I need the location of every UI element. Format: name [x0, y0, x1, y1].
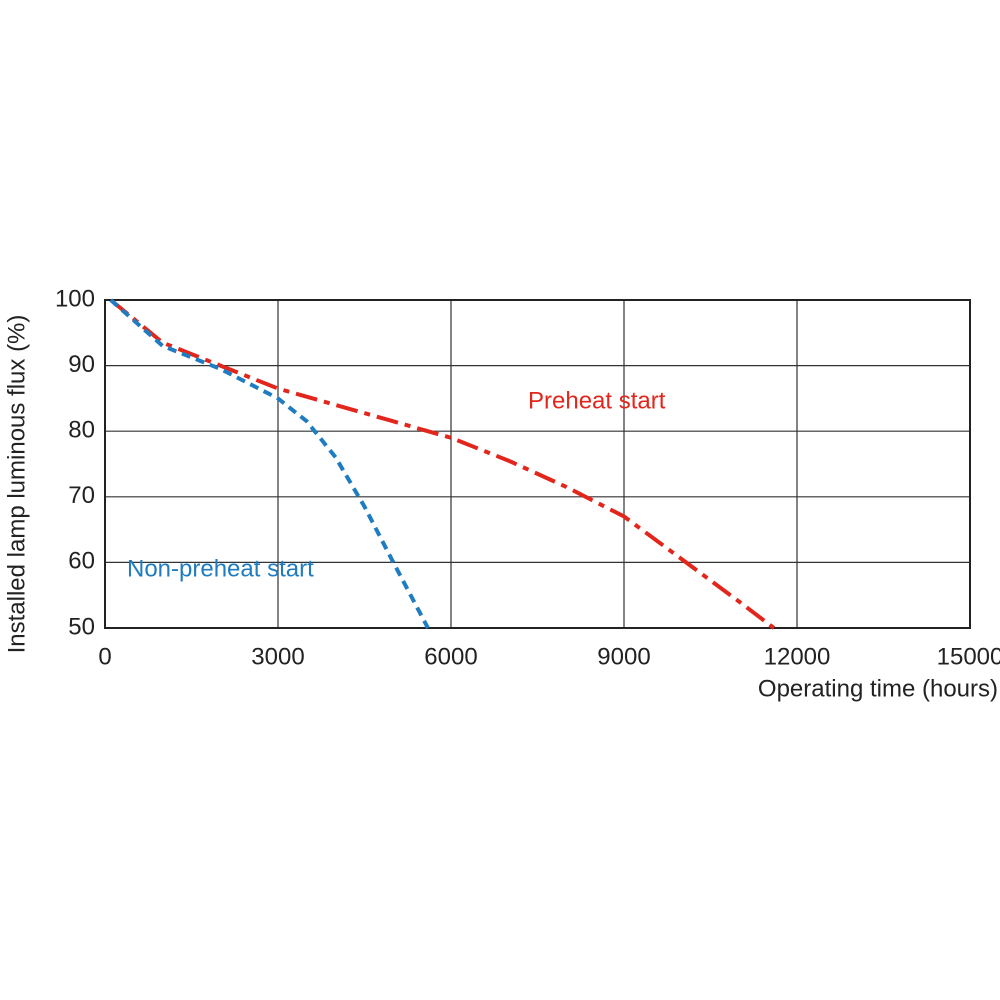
y-tick-label: 50 [68, 613, 95, 640]
y-axis-label: Installed lamp luminous flux (%) [3, 315, 30, 654]
x-tick-label: 15000 [937, 643, 1000, 670]
y-tick-label: 60 [68, 548, 95, 575]
series-line [109, 298, 776, 630]
series-line [109, 298, 430, 629]
y-tick-label: 90 [68, 351, 95, 378]
x-tick-label: 6000 [424, 643, 477, 670]
x-tick-label: 3000 [251, 643, 304, 670]
x-tick-label: 12000 [764, 643, 831, 670]
series-label: Preheat start [528, 387, 666, 414]
plot-frame [104, 299, 971, 629]
x-axis-label: Operating time (hours) [758, 675, 998, 702]
y-tick-label: 80 [68, 417, 95, 444]
x-tick-label: 9000 [597, 643, 650, 670]
y-tick-label: 70 [68, 482, 95, 509]
series-label: Non-preheat start [127, 555, 314, 582]
x-tick-label: 0 [98, 643, 111, 670]
y-tick-label: 100 [55, 285, 95, 312]
